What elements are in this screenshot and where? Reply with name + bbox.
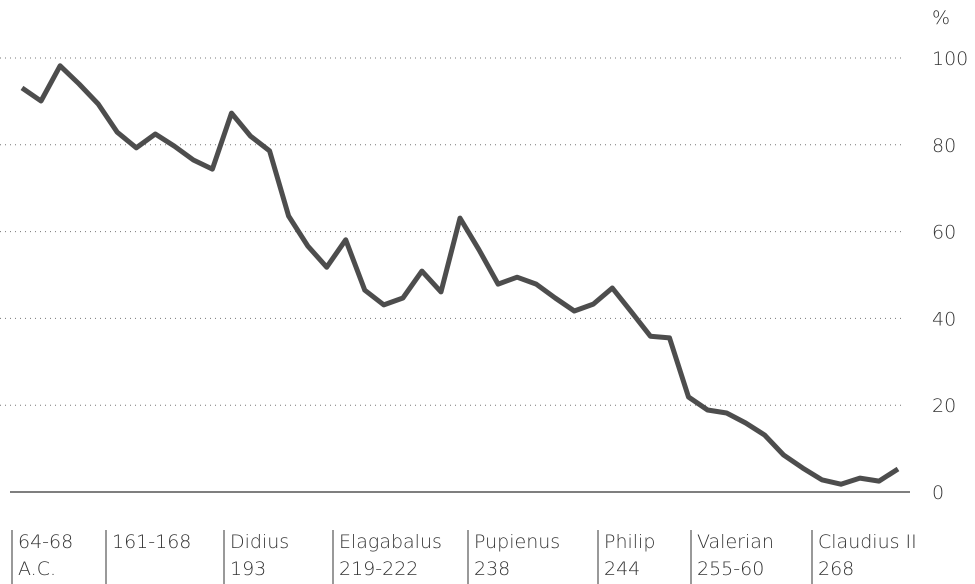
x-tick-label: 255-60 [697,558,764,580]
x-tick-label: 238 [474,558,510,580]
unit-label: % [932,7,950,29]
x-tick-label: 161-168 [112,531,191,553]
x-tick-label: Pupienus [474,531,560,553]
x-tick-label: Philip [604,531,655,553]
y-tick-label: 0 [932,482,944,504]
x-tick-label: 193 [230,558,266,580]
x-tick-label: Didius [230,531,289,553]
x-tick-label: Claudius II [818,531,917,553]
y-tick-label: 60 [932,222,956,244]
y-tick-label: 40 [932,308,956,330]
y-tick-label: 80 [932,135,956,157]
x-tick-label: 64-68 [18,531,73,553]
y-tick-label: 100 [932,48,968,70]
data-line [20,63,900,487]
x-tick-label: Valerian [697,531,774,553]
x-tick-label: Elagabalus [339,531,442,553]
x-tick-label: 244 [604,558,640,580]
x-tick-label: 268 [818,558,854,580]
x-tick-label: A.C. [18,558,56,580]
x-tick-label: 219-222 [339,558,418,580]
y-tick-label: 20 [932,395,956,417]
